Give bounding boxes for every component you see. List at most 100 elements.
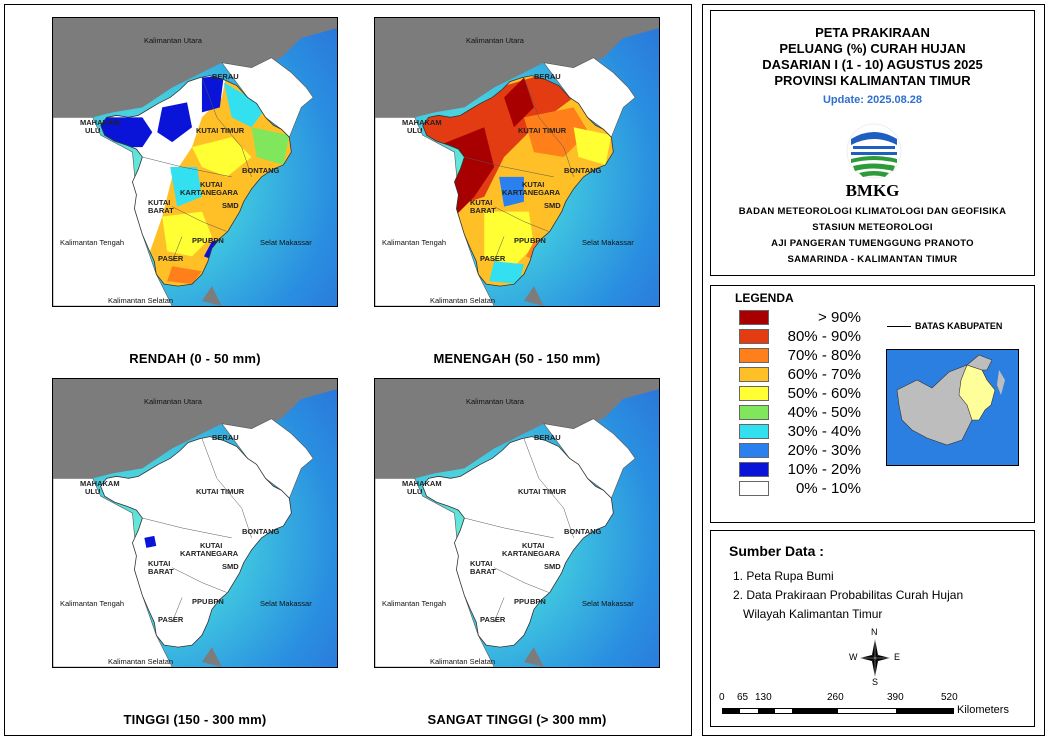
map-label-mahakam1: MAHAKAM xyxy=(80,118,120,127)
map-label-kalteng: Kalimantan Tengah xyxy=(382,599,447,608)
map-label-mahakam1: MAHAKAM xyxy=(402,118,442,127)
legend-panel: LEGENDA > 90% 80% - 90% 70% - 80% 60% - 70%… xyxy=(710,285,1035,523)
inset-map-svg xyxy=(887,350,1018,465)
map-tinggi-svg xyxy=(53,379,337,667)
legend-label: 10% - 20% xyxy=(787,461,861,478)
header-panel: PETA PRAKIRAAN PELUANG (%) CURAH HUJAN D… xyxy=(710,10,1035,276)
legend-swatch xyxy=(739,443,769,458)
legend-swatch xyxy=(739,386,769,401)
compass-n: N xyxy=(871,627,878,637)
map-label-selat: Selat Makassar xyxy=(260,238,312,247)
map-label-mahakam2: ULU xyxy=(407,126,423,135)
legend-swatch xyxy=(739,367,769,382)
scale-tick-label: 130 xyxy=(755,692,772,703)
map-label-kukar1: KUTAI xyxy=(200,541,223,550)
map-label-smd: SMD xyxy=(544,562,561,571)
legend-label: > 90% xyxy=(818,309,861,326)
map-label-bpn: BPN xyxy=(530,597,546,606)
map-label-kutim: KUTAI TIMUR xyxy=(196,126,245,135)
map-label-selat: Selat Makassar xyxy=(260,599,312,608)
boundary-line-icon xyxy=(887,326,911,327)
map-label-kubar2: BARAT xyxy=(470,567,496,576)
legend-label: 40% - 50% xyxy=(787,404,861,421)
map-label-kalsel: Kalimantan Selatan xyxy=(430,657,496,666)
scale-tick-label: 260 xyxy=(827,692,844,703)
map-label-mahakam1: MAHAKAM xyxy=(402,479,442,488)
scale-bar-graphic xyxy=(722,708,954,714)
legend-label: 0% - 10% xyxy=(795,480,861,497)
source-item-2b: Wilayah Kalimantan Timur xyxy=(743,607,883,621)
map-label-kaltara: Kalimantan Utara xyxy=(144,397,202,406)
legend-swatch xyxy=(739,462,769,477)
map-label-mahakam2: ULU xyxy=(407,487,423,496)
map-label-bontang: BONTANG xyxy=(564,527,602,536)
scale-tick-label: 390 xyxy=(887,692,904,703)
legend-swatch xyxy=(739,348,769,363)
legend-swatch xyxy=(739,481,769,496)
legend-swatch xyxy=(739,329,769,344)
map-label-kukar2: KARTANEGARA xyxy=(180,188,239,197)
legend-swatch xyxy=(739,424,769,439)
legend-label: 60% - 70% xyxy=(787,366,861,383)
scale-unit: Kilometers xyxy=(957,704,1009,716)
map-label-kalteng: Kalimantan Tengah xyxy=(60,238,125,247)
map-label-kubar2: BARAT xyxy=(148,567,174,576)
map-label-bpn: BPN xyxy=(530,236,546,245)
map-label-smd: SMD xyxy=(222,201,239,210)
map-label-kalsel: Kalimantan Selatan xyxy=(108,657,174,666)
inset-map xyxy=(886,349,1019,466)
info-frame xyxy=(702,4,1045,736)
map-label-smd: SMD xyxy=(544,201,561,210)
map-sangat-tinggi-svg xyxy=(375,379,659,667)
map-label-paser: PASER xyxy=(158,254,184,263)
map-label-selat: Selat Makassar xyxy=(582,599,634,608)
map-label-kukar2: KARTANEGARA xyxy=(180,549,239,558)
map-label-ppu: PPU xyxy=(192,597,208,606)
map-tinggi xyxy=(52,378,338,668)
map-label-berau: BERAU xyxy=(212,72,239,81)
caption-tinggi: TINGGI (150 - 300 mm) xyxy=(123,712,267,727)
map-menengah-svg xyxy=(375,18,659,306)
map-label-kukar1: KUTAI xyxy=(200,180,223,189)
source-panel: Sumber Data : 1. Peta Rupa Bumi 2. Data … xyxy=(710,530,1035,727)
map-label-berau: BERAU xyxy=(212,433,239,442)
map-label-kukar2: KARTANEGARA xyxy=(502,188,561,197)
map-label-mahakam1: MAHAKAM xyxy=(80,479,120,488)
map-label-kubar2: BARAT xyxy=(148,206,174,215)
caption-menengah: MENENGAH (50 - 150 mm) xyxy=(433,351,601,366)
map-label-kalteng: Kalimantan Tengah xyxy=(60,599,125,608)
legend-label: 70% - 80% xyxy=(787,347,861,364)
map-label-ppu: PPU xyxy=(192,236,208,245)
source-item-2: 2. Data Prakiraan Probabilitas Curah Huj… xyxy=(733,588,964,602)
map-label-selat: Selat Makassar xyxy=(582,238,634,247)
legend-swatch xyxy=(739,405,769,420)
map-label-kubar1: KUTAI xyxy=(470,198,493,207)
map-sangat-tinggi xyxy=(374,378,660,668)
org-line1: BADAN METEOROLOGI KLIMATOLOGI DAN GEOFIS… xyxy=(738,206,1007,217)
map-rendah xyxy=(52,17,338,307)
map-label-kaltara: Kalimantan Utara xyxy=(466,397,524,406)
map-label-kalsel: Kalimantan Selatan xyxy=(430,296,496,305)
compass-s: S xyxy=(872,677,879,687)
compass-rose-icon xyxy=(860,639,890,677)
map-label-ppu: PPU xyxy=(514,597,530,606)
map-label-kutim: KUTAI TIMUR xyxy=(518,487,567,496)
scale-tick-label: 0 xyxy=(719,692,725,703)
update-date: Update: 2025.08.28 xyxy=(822,94,923,106)
map-label-kaltara: Kalimantan Utara xyxy=(466,36,524,45)
title-line3: DASARIAN I (1 - 10) AGUSTUS 2025 xyxy=(762,57,983,72)
source-item-1: 1. Peta Rupa Bumi xyxy=(733,569,834,583)
bmkg-logo xyxy=(843,121,905,201)
legend-title: LEGENDA xyxy=(735,291,794,305)
caption-rendah: RENDAH (0 - 50 mm) xyxy=(129,351,261,366)
bmkg-logo-icon xyxy=(846,123,902,179)
legend-label: 50% - 60% xyxy=(787,385,861,402)
org-line3: AJI PANGERAN TUMENGGUNG PRANOTO xyxy=(771,238,974,249)
map-label-kalsel: Kalimantan Selatan xyxy=(108,296,174,305)
map-label-smd: SMD xyxy=(222,562,239,571)
legend-label: 80% - 90% xyxy=(787,328,861,345)
map-label-kubar1: KUTAI xyxy=(470,559,493,568)
map-label-kaltara: Kalimantan Utara xyxy=(144,36,202,45)
boundary-label: BATAS KABUPATEN xyxy=(915,321,1003,331)
map-label-ppu: PPU xyxy=(514,236,530,245)
